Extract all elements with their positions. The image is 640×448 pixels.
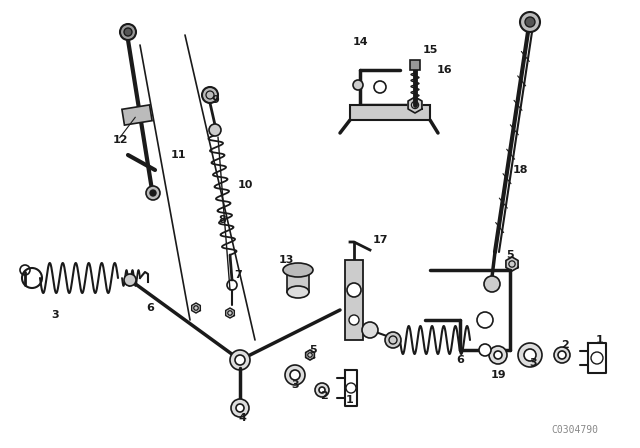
Text: 5: 5 (506, 250, 514, 260)
Circle shape (124, 274, 136, 286)
Circle shape (124, 28, 132, 36)
Circle shape (494, 351, 502, 359)
Circle shape (353, 80, 363, 90)
Text: 14: 14 (352, 37, 368, 47)
Circle shape (554, 347, 570, 363)
Text: 1: 1 (346, 395, 354, 405)
Bar (410, 60, 420, 70)
Circle shape (489, 346, 507, 364)
Circle shape (362, 322, 378, 338)
Circle shape (479, 344, 491, 356)
Circle shape (518, 343, 542, 367)
Polygon shape (408, 97, 422, 113)
Circle shape (230, 350, 250, 370)
Circle shape (290, 370, 300, 380)
Circle shape (209, 124, 221, 136)
Text: 2: 2 (320, 391, 328, 401)
Text: 13: 13 (278, 255, 294, 265)
Text: 3: 3 (51, 310, 59, 320)
Text: 1: 1 (596, 335, 604, 345)
Ellipse shape (283, 263, 313, 277)
Text: C0304790: C0304790 (552, 425, 598, 435)
Circle shape (484, 276, 500, 292)
Circle shape (524, 349, 536, 361)
Text: 3: 3 (529, 358, 537, 368)
Circle shape (202, 87, 218, 103)
Text: 3: 3 (291, 380, 299, 390)
Circle shape (558, 351, 566, 359)
Text: 8: 8 (218, 215, 226, 225)
Ellipse shape (287, 264, 309, 276)
Text: 17: 17 (372, 235, 388, 245)
Circle shape (285, 365, 305, 385)
Circle shape (477, 312, 493, 328)
Bar (345, 260, 363, 340)
Ellipse shape (287, 286, 309, 298)
Text: 4: 4 (238, 413, 246, 423)
Polygon shape (506, 257, 518, 271)
Text: 16: 16 (437, 65, 453, 75)
Circle shape (120, 24, 136, 40)
Circle shape (525, 17, 535, 27)
Circle shape (520, 12, 540, 32)
Bar (350, 105, 430, 120)
Polygon shape (191, 303, 200, 313)
Text: 10: 10 (237, 180, 253, 190)
Circle shape (315, 383, 329, 397)
Text: 12: 12 (112, 135, 128, 145)
Text: 18: 18 (512, 165, 528, 175)
Text: 15: 15 (422, 45, 438, 55)
Circle shape (374, 81, 386, 93)
Circle shape (235, 355, 245, 365)
Text: 19: 19 (490, 370, 506, 380)
Text: 7: 7 (234, 270, 242, 280)
Polygon shape (226, 308, 234, 318)
Circle shape (385, 332, 401, 348)
Text: 6: 6 (146, 303, 154, 313)
Polygon shape (122, 105, 152, 125)
Circle shape (236, 404, 244, 412)
Circle shape (319, 387, 325, 393)
Text: 9: 9 (211, 95, 219, 105)
Circle shape (146, 186, 160, 200)
Circle shape (349, 315, 359, 325)
Circle shape (347, 283, 361, 297)
Circle shape (231, 399, 249, 417)
Bar (287, 270, 309, 292)
Circle shape (150, 190, 156, 196)
Text: 11: 11 (170, 150, 186, 160)
Text: 5: 5 (309, 345, 317, 355)
Text: 2: 2 (561, 340, 569, 350)
Polygon shape (306, 350, 314, 360)
Text: 6: 6 (456, 355, 464, 365)
